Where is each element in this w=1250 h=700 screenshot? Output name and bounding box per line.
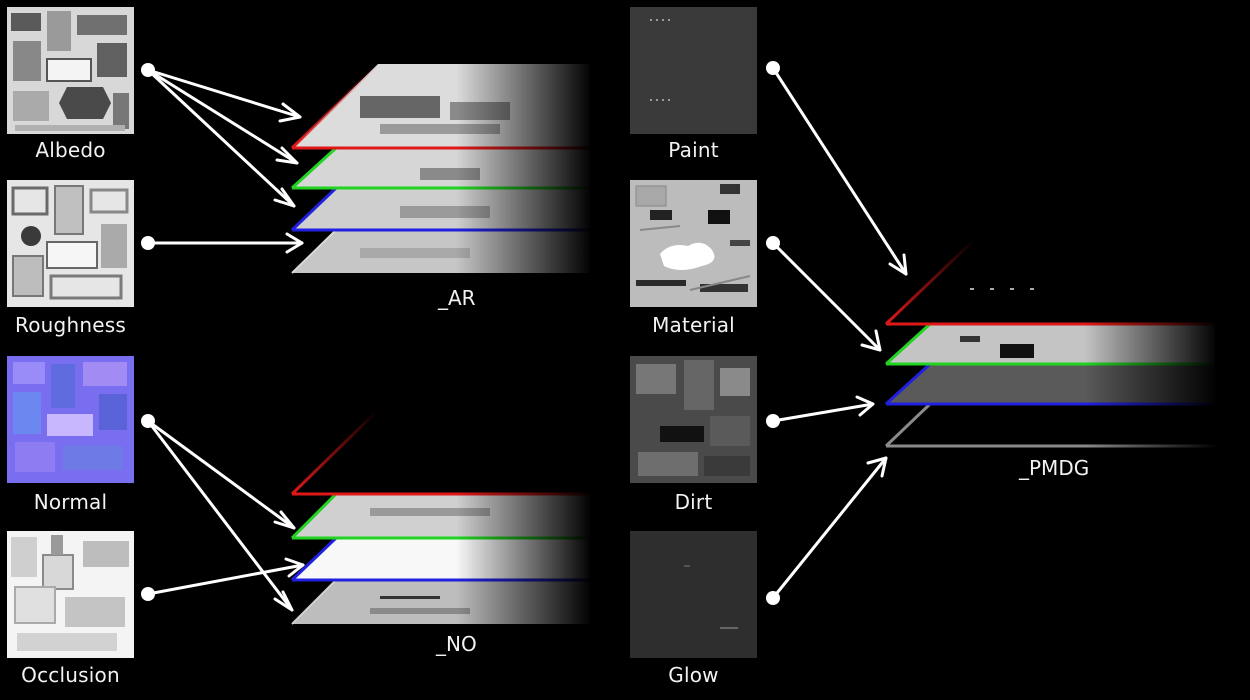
no-output-label: _NO	[436, 632, 477, 656]
normal-texture-image	[7, 356, 134, 483]
dirt-thumbnail	[630, 356, 757, 483]
occlusion-thumbnail	[7, 531, 134, 658]
pmdg-output-label: _PMDG	[1019, 456, 1090, 480]
ar-layer-stack	[290, 60, 592, 276]
material-label: Material	[652, 313, 735, 337]
material-to-green-arrow	[771, 241, 882, 352]
normal-label: Normal	[33, 490, 108, 514]
normal-to-green-arrow	[146, 419, 296, 530]
glow-texture-image	[630, 531, 757, 658]
dirt-label: Dirt	[674, 490, 713, 514]
no-layer-stack	[290, 405, 592, 627]
dirt-texture-image	[630, 356, 757, 483]
glow-to-gray-arrow	[771, 456, 888, 600]
albedo-thumbnail	[7, 7, 134, 134]
material-texture-image	[630, 180, 757, 307]
glow-thumbnail	[630, 531, 757, 658]
ar-output-label: _AR	[438, 286, 476, 310]
paint-to-red-arrow	[771, 66, 908, 276]
roughness-thumbnail	[7, 180, 134, 307]
occlusion-label: Occlusion	[21, 663, 120, 687]
albedo-label: Albedo	[35, 138, 106, 162]
dirt-to-blue-arrow	[771, 395, 875, 423]
roughness-label: Roughness	[15, 313, 126, 337]
material-thumbnail	[630, 180, 757, 307]
roughness-texture-image	[7, 180, 134, 307]
normal-to-gray-arrow	[146, 419, 294, 612]
paint-label: Paint	[668, 138, 719, 162]
albedo-to-green-arrow	[146, 68, 299, 165]
arrows	[146, 66, 908, 612]
paint-thumbnail	[630, 7, 757, 134]
roughness-to-alpha-arrow	[146, 232, 304, 254]
normal-thumbnail	[7, 356, 134, 483]
pmdg-layer-stack	[884, 236, 1218, 450]
occlusion-texture-image	[7, 531, 134, 658]
albedo-to-red-arrow	[146, 68, 302, 123]
albedo-to-blue-arrow	[146, 68, 296, 208]
paint-texture-image	[630, 7, 757, 134]
occlusion-to-blue-arrow	[146, 557, 305, 596]
albedo-texture-image	[7, 7, 134, 134]
glow-label: Glow	[668, 663, 719, 687]
